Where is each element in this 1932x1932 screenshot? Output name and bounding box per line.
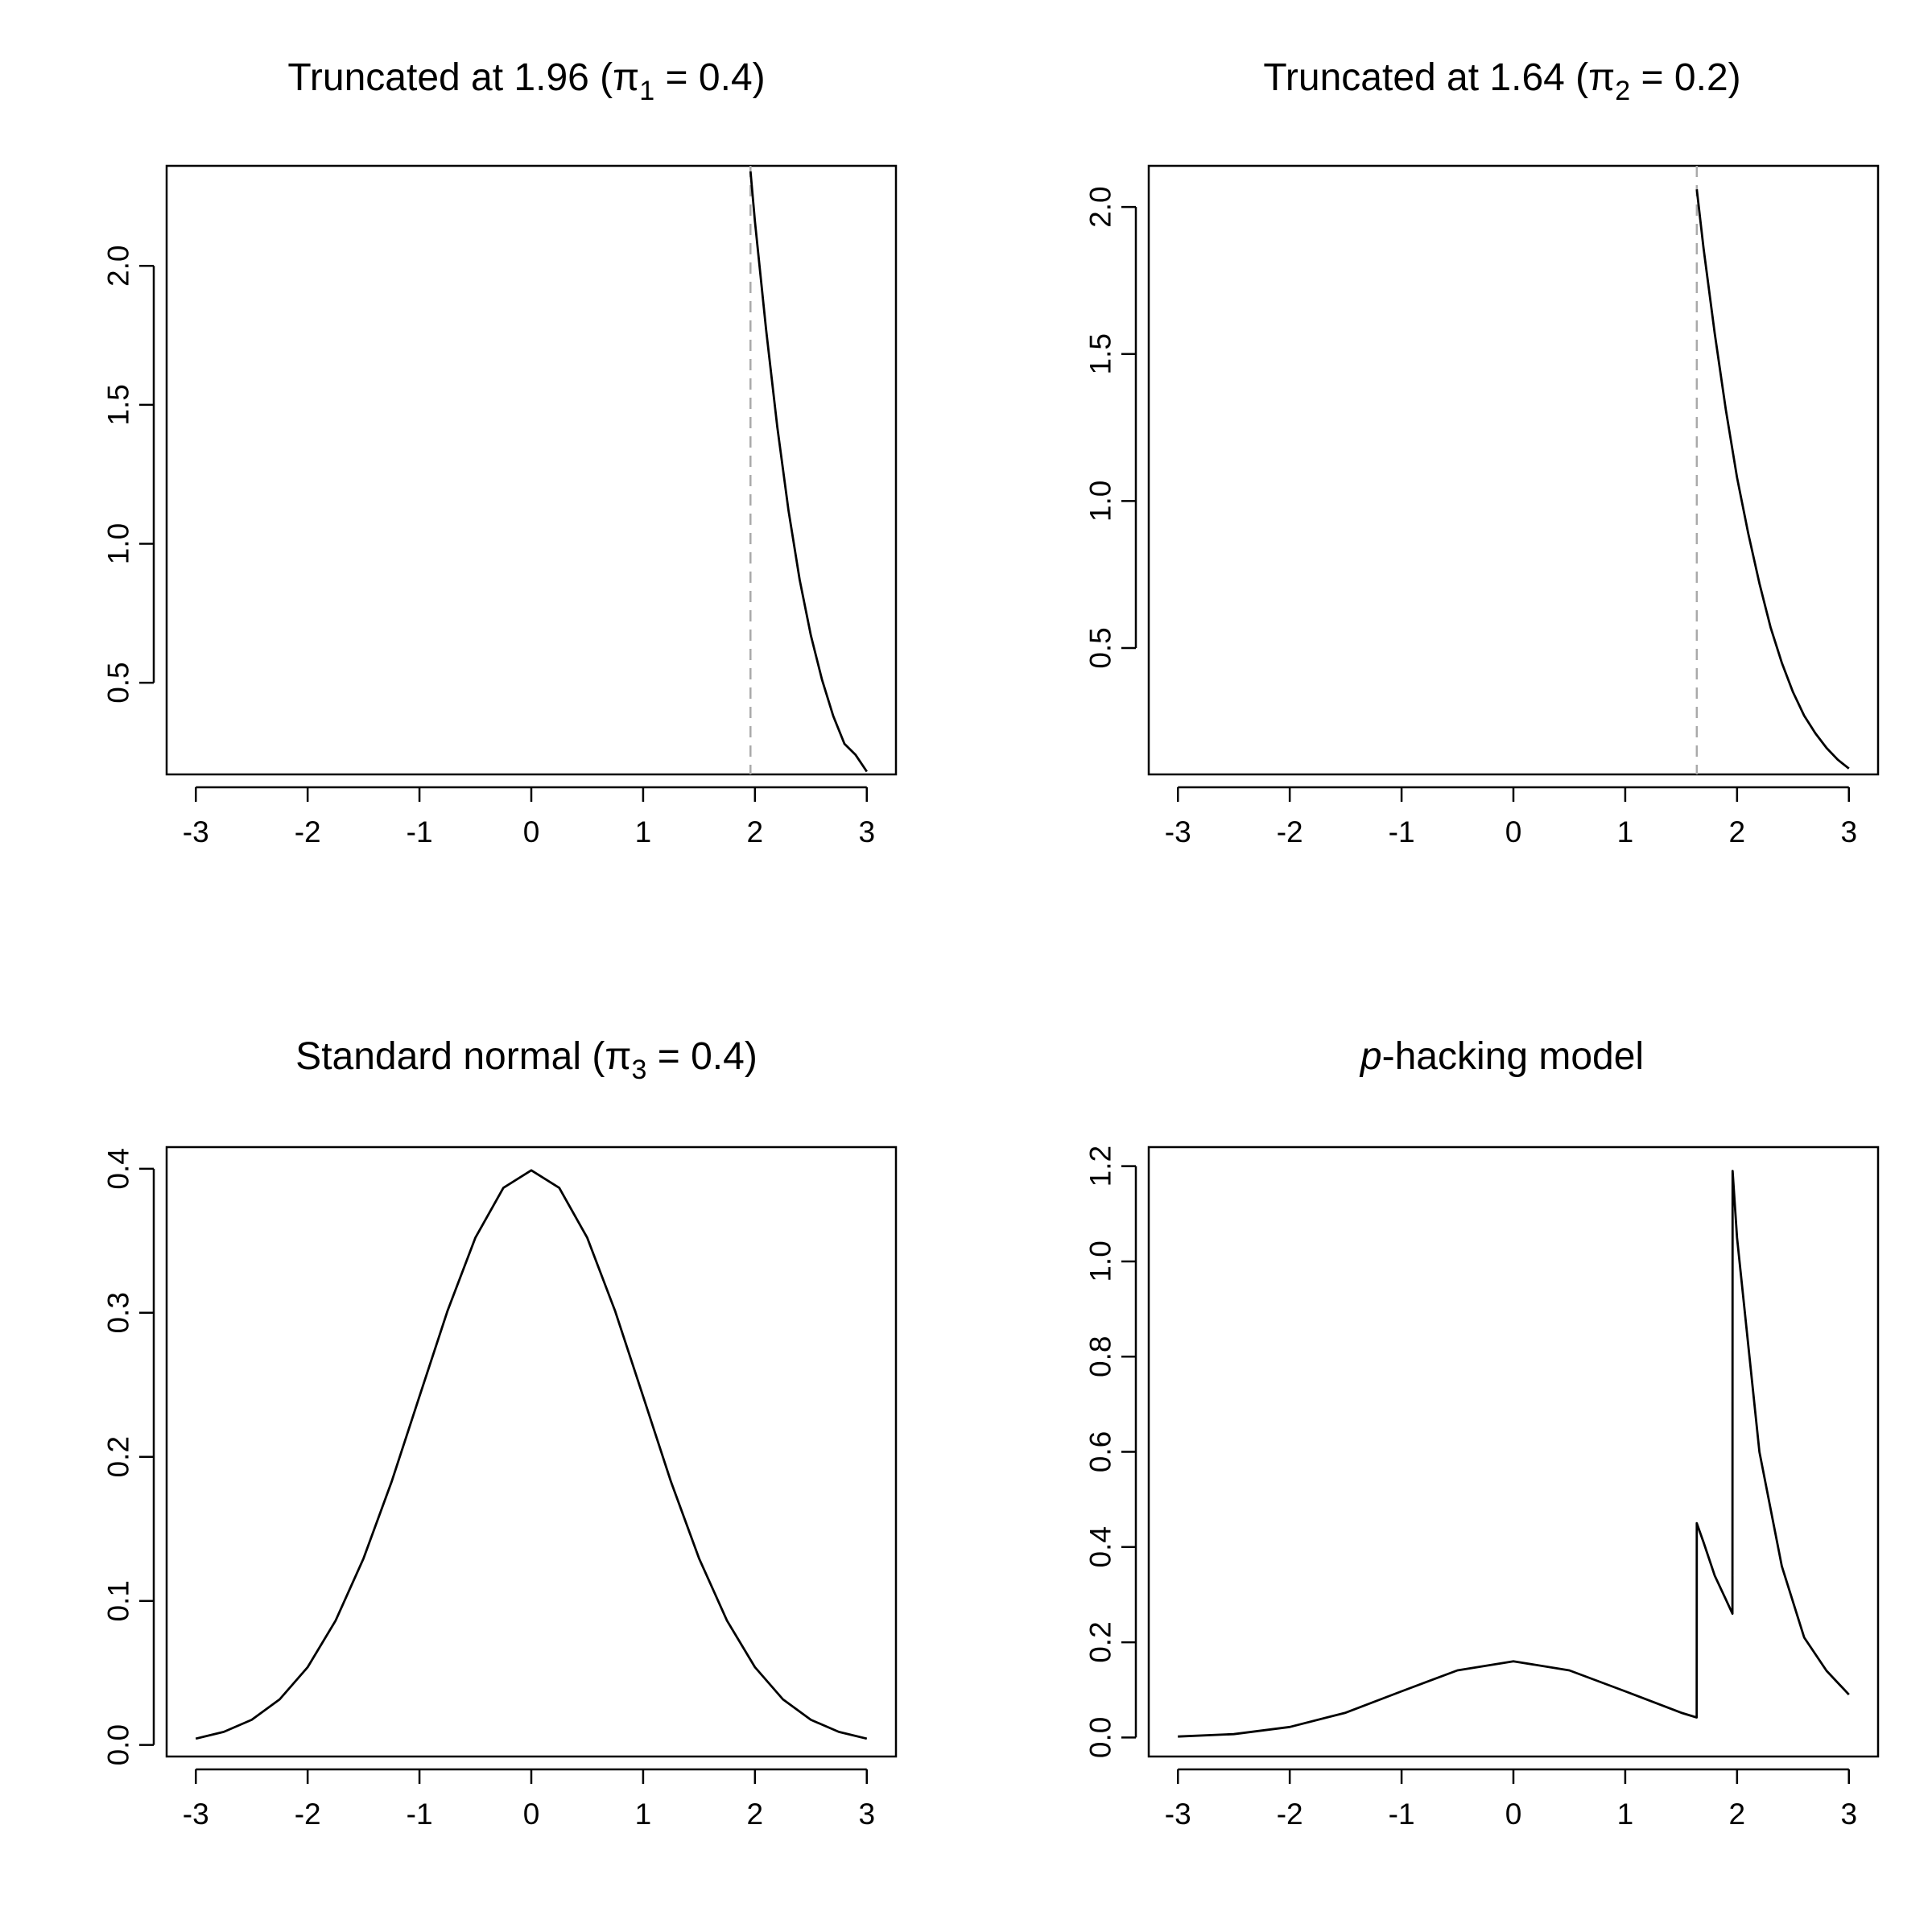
density-curve	[749, 171, 868, 773]
panel-title: Standard normal (π3 = 0.4)	[295, 1035, 758, 1085]
plot-frame	[165, 164, 898, 776]
plot-frame	[1147, 164, 1880, 776]
y-axis: 0.5 1.0 1.5 2.0	[102, 246, 155, 704]
plot-area: -3 -2 -1 0 1 2 3 0.0 0.1 0.2 0.3 0.4	[102, 1146, 898, 1831]
plot-frame	[1147, 1146, 1880, 1758]
y-tick-label: 0.4	[102, 1148, 135, 1189]
y-tick-label: 0.1	[102, 1580, 135, 1621]
x-tick-label: -1	[407, 815, 433, 848]
density-curve	[195, 1169, 868, 1740]
panel-truncated-164: Truncated at 1.64 (π2 = 0.2) -3 -2 -1 0 1 2 3 0…	[1084, 56, 1880, 848]
y-tick-label: 0.2	[1084, 1621, 1117, 1662]
x-tick-label: 2	[747, 815, 764, 848]
x-tick-label: 1	[635, 1798, 652, 1831]
panel-standard-normal: Standard normal (π3 = 0.4) -3 -2 -1 0 1 2 3 0.0…	[102, 1035, 898, 1831]
y-tick-label: 2.0	[102, 246, 135, 287]
y-axis: 0.0 0.2 0.4 0.6 0.8 1.0 1.2	[1084, 1146, 1137, 1758]
x-axis: -3 -2 -1 0 1 2 3	[1165, 1768, 1857, 1831]
x-tick-label: 2	[1729, 1798, 1746, 1831]
x-tick-label: -3	[1165, 1798, 1191, 1831]
panel-p-hacking: p-hacking model -3 -2 -1 0 1 2 30.00.20.40.60.…	[1084, 1035, 1880, 1831]
x-tick-label: -2	[295, 1798, 321, 1831]
panel-title: p-hacking model	[1359, 1035, 1644, 1078]
y-tick-label: 1.5	[1084, 333, 1117, 374]
x-axis: -3 -2 -1 0 1 2 3	[183, 1768, 875, 1831]
x-tick-label: -2	[1277, 815, 1303, 848]
x-tick-label: 3	[1840, 815, 1857, 848]
plot-area: -3 -2 -1 0 1 2 3 0.5 1.0 1.5 2.0	[102, 164, 898, 848]
panel-title: Truncated at 1.96 (π1 = 0.4)	[287, 56, 765, 106]
y-tick-label: 1.0	[1084, 1241, 1117, 1282]
x-tick-label: 1	[1617, 815, 1634, 848]
y-tick-label: 0.8	[1084, 1336, 1117, 1377]
y-axis: 0.5 1.0 1.5 2.0	[1084, 186, 1137, 669]
x-tick-label: 2	[1729, 815, 1746, 848]
y-tick-label: 0.5	[102, 662, 135, 703]
x-tick-label: -1	[407, 1798, 433, 1831]
y-tick-label: 0.3	[102, 1292, 135, 1333]
y-tick-label: 1.2	[1084, 1146, 1117, 1187]
y-tick-label: 0.5	[1084, 627, 1117, 668]
y-tick-label: 0.0	[1084, 1717, 1117, 1758]
x-tick-label: 1	[635, 815, 652, 848]
panel-truncated-196: Truncated at 1.96 (π1 = 0.4) -3 -2 -1 0 1 2 3 0…	[102, 56, 898, 848]
x-tick-label: 0	[523, 1798, 540, 1831]
x-tick-label: 0	[523, 815, 540, 848]
x-tick-label: 3	[858, 1798, 875, 1831]
panel-title: Truncated at 1.64 (π2 = 0.2)	[1263, 56, 1740, 106]
x-axis: -3 -2 -1 0 1 2 3	[183, 786, 875, 848]
plot-frame	[165, 1146, 898, 1758]
x-tick-label: -3	[183, 815, 209, 848]
y-tick-label: 1.5	[102, 384, 135, 425]
y-tick-label: 0.4	[1084, 1526, 1117, 1567]
y-tick-label: 1.0	[1084, 481, 1117, 522]
y-tick-label: 2.0	[1084, 186, 1117, 227]
x-tick-label: 0	[1505, 815, 1522, 848]
x-tick-label: 3	[1840, 1798, 1857, 1831]
x-tick-label: 2	[747, 1798, 764, 1831]
x-axis: -3 -2 -1 0 1 2 3	[1165, 786, 1857, 848]
x-tick-label: 3	[858, 815, 875, 848]
x-tick-label: 1	[1617, 1798, 1634, 1831]
plot-area: -3 -2 -1 0 1 2 3 0.5 1.0 1.5 2.0	[1084, 164, 1880, 848]
x-tick-label: -3	[183, 1798, 209, 1831]
plot-area: -3 -2 -1 0 1 2 3 0.0 0.2 0.4 0.6 0.8 1.0 1.2	[1084, 1146, 1880, 1831]
y-tick-label: 1.0	[102, 523, 135, 564]
y-tick-label: 0.2	[102, 1436, 135, 1477]
x-tick-label: -1	[1389, 1798, 1415, 1831]
y-tick-label: 0.6	[1084, 1431, 1117, 1472]
y-axis: 0.0 0.1 0.2 0.3 0.4	[102, 1148, 155, 1765]
x-tick-label: -1	[1389, 815, 1415, 848]
x-tick-label: -3	[1165, 815, 1191, 848]
density-curve	[1695, 189, 1850, 770]
x-tick-label: 0	[1505, 1798, 1522, 1831]
density-curve	[1178, 1170, 1850, 1738]
x-tick-label: -2	[1277, 1798, 1303, 1831]
x-tick-label: -2	[295, 815, 321, 848]
y-tick-label: 0.0	[102, 1724, 135, 1765]
